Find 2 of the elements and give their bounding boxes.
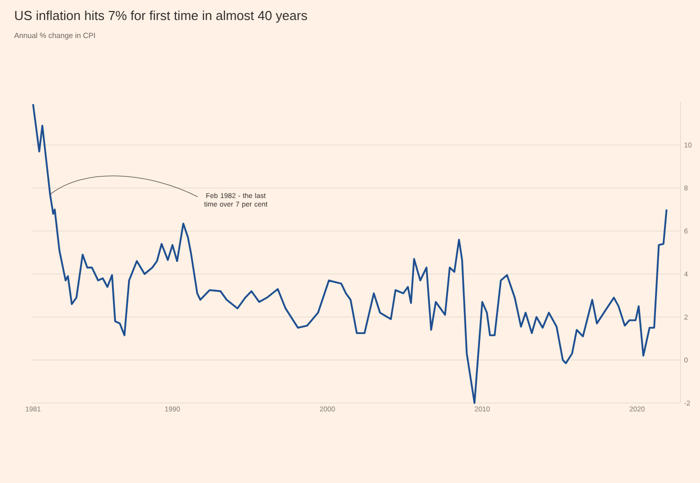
chart-title: US inflation hits 7% for first time in almost 40 years [15,10,308,23]
line-series [32,103,668,404]
